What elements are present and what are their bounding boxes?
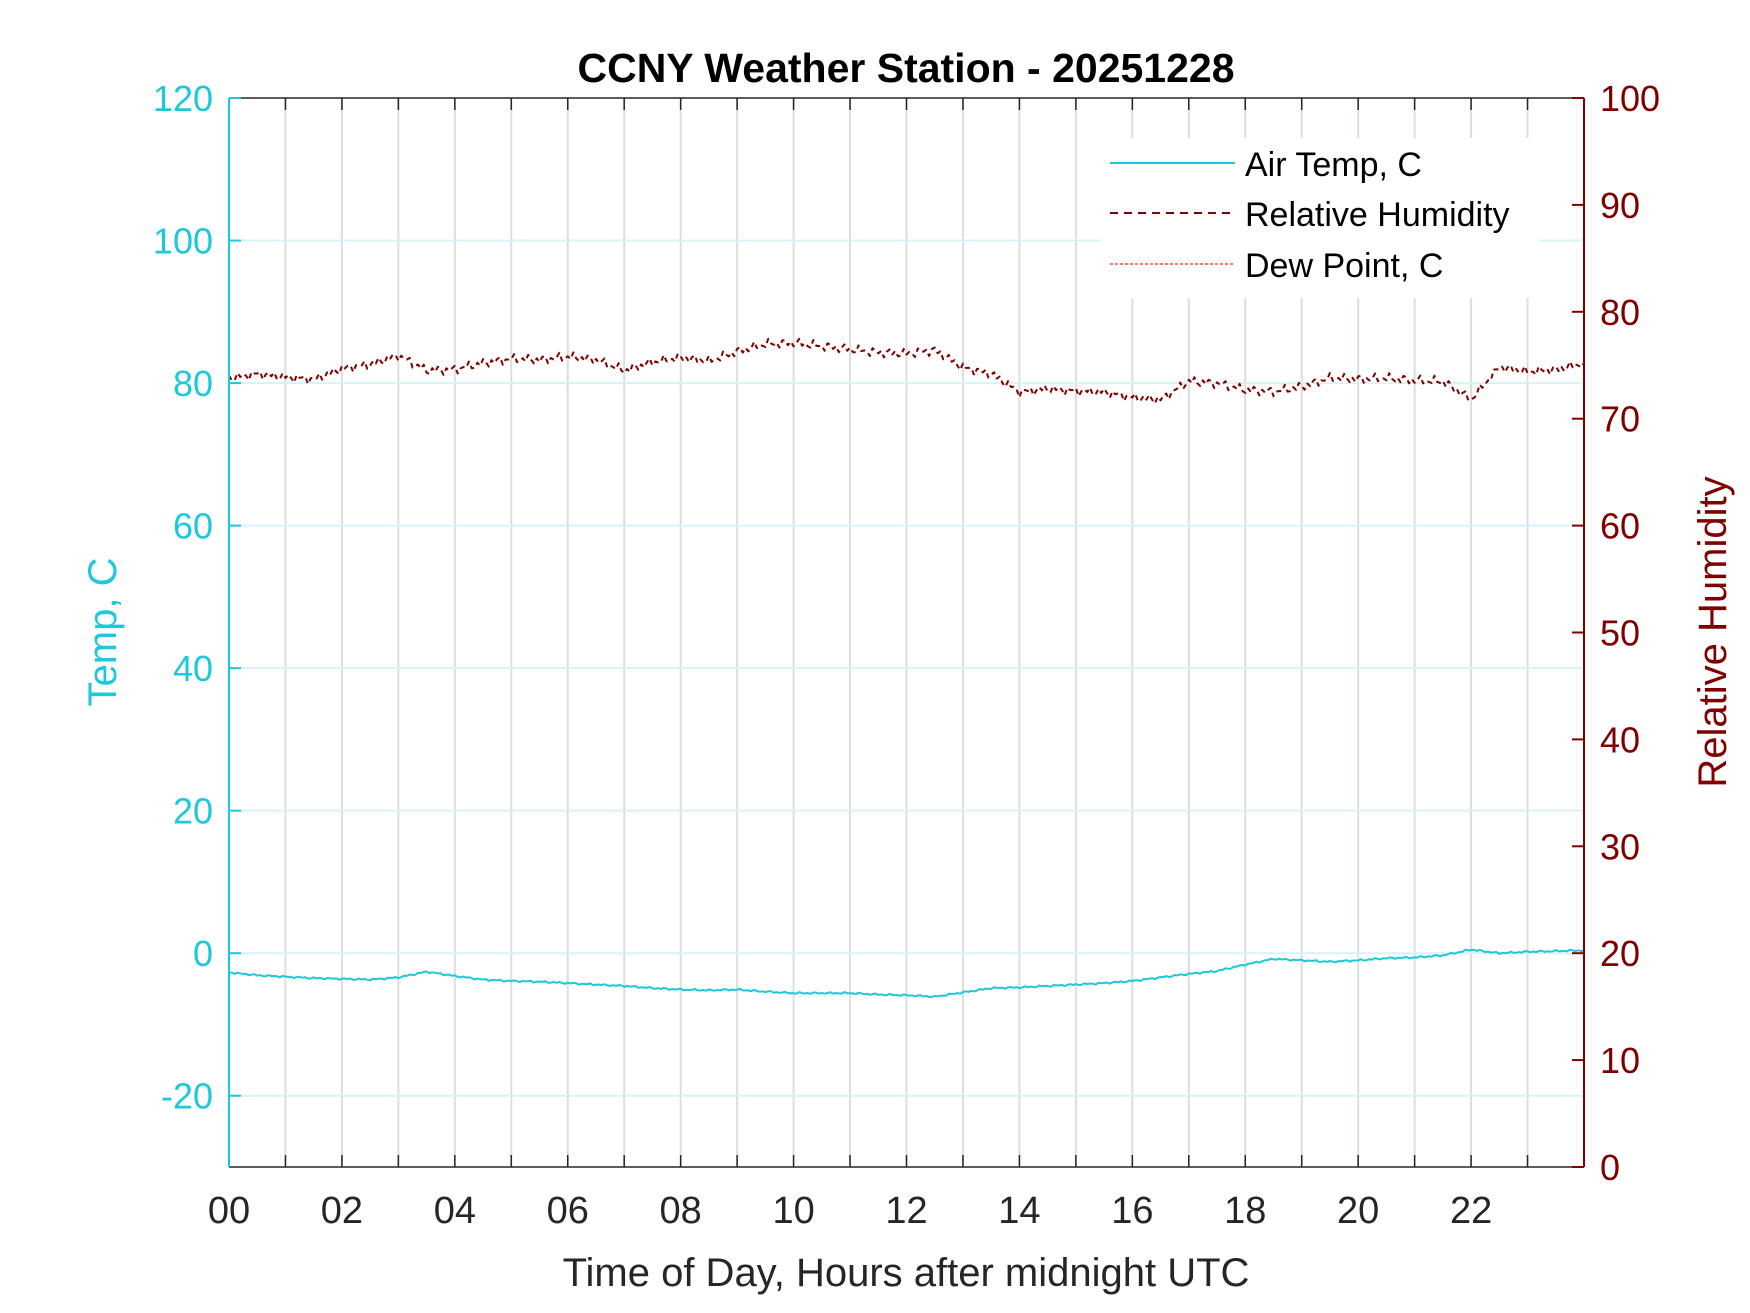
y-right-tick-label: 20 — [1600, 933, 1640, 974]
x-tick-label: 20 — [1337, 1190, 1379, 1232]
y-right-tick-label: 10 — [1600, 1040, 1640, 1081]
y-right-tick-label: 80 — [1600, 292, 1640, 333]
legend-label-relative-humidity: Relative Humidity — [1245, 196, 1510, 234]
legend-label-dew-point: Dew Point, C — [1245, 247, 1443, 285]
left-axis-label: Temp, C — [81, 558, 125, 707]
x-tick-label: 10 — [772, 1190, 814, 1232]
y-right-tick-label: 70 — [1600, 399, 1640, 440]
right-axis-label: Relative Humidity — [1691, 476, 1735, 787]
legend: Air Temp, C Relative Humidity Dew Point,… — [1100, 138, 1540, 298]
y-right-tick-label: 60 — [1600, 506, 1640, 547]
y-right-tick-label: 100 — [1600, 78, 1660, 119]
y-left-tick-label: -20 — [161, 1076, 213, 1117]
series-line-air-temp-c — [228, 948, 1585, 998]
y-left-tick-label: 80 — [173, 363, 213, 404]
x-tick-label: 22 — [1450, 1190, 1492, 1232]
y-right-tick-label: 40 — [1600, 719, 1640, 760]
x-tick-label: 14 — [998, 1190, 1040, 1232]
y-right-tick-label: 30 — [1600, 826, 1640, 867]
x-tick-label: 06 — [547, 1190, 589, 1232]
series-layer — [228, 337, 1585, 998]
x-tick-label: 08 — [660, 1190, 702, 1232]
series-line-relative-humidity — [228, 337, 1585, 405]
y-left-tick-label: 0 — [193, 933, 213, 974]
y-left-tick-label: 20 — [173, 791, 213, 832]
y-left-tick-label: 120 — [153, 78, 213, 119]
x-tick-label: 16 — [1111, 1190, 1153, 1232]
ticks: -200204060801001200102030405060708090100… — [153, 78, 1660, 1232]
x-tick-label: 18 — [1224, 1190, 1266, 1232]
y-left-tick-label: 60 — [173, 506, 213, 547]
x-axis-label: Time of Day, Hours after midnight UTC — [563, 1251, 1250, 1295]
x-tick-label: 00 — [208, 1190, 250, 1232]
y-right-tick-label: 0 — [1600, 1147, 1620, 1188]
x-tick-label: 02 — [321, 1190, 363, 1232]
chart-title: CCNY Weather Station - 20251228 — [577, 45, 1234, 91]
y-right-tick-label: 90 — [1600, 185, 1640, 226]
y-left-tick-label: 100 — [153, 221, 213, 262]
y-left-tick-label: 40 — [173, 648, 213, 689]
legend-label-air-temp: Air Temp, C — [1245, 146, 1422, 184]
y-right-tick-label: 50 — [1600, 613, 1640, 654]
legend-box — [1100, 138, 1540, 298]
x-tick-label: 12 — [885, 1190, 927, 1232]
x-tick-label: 04 — [434, 1190, 476, 1232]
